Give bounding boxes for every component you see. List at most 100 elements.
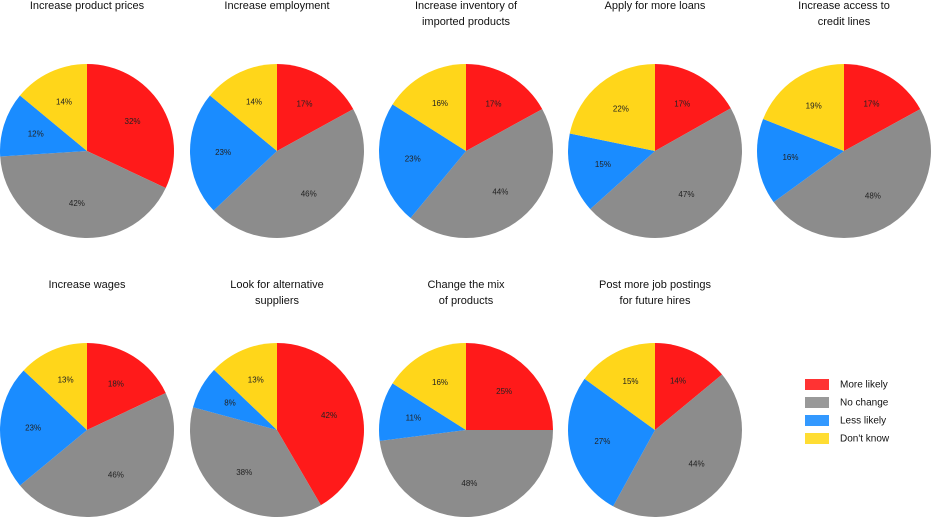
pie-slice-more-likely xyxy=(277,64,354,151)
pie-title-line: Post more job postings xyxy=(599,279,711,291)
pie-title: Post more job postings for future hires xyxy=(599,279,711,307)
pie-data-label-less-likely: 15% xyxy=(595,160,611,169)
pie-data-label-less-likely: 11% xyxy=(406,413,421,422)
pie-slice-no-change xyxy=(0,151,166,239)
pie-2: Increase employment 17% 46% 23% 14% xyxy=(189,0,364,238)
pie-data-label-more-likely: 14% xyxy=(670,376,686,385)
pie-slice-less-likely xyxy=(379,383,466,441)
pie-5: Increase access to credit lines 17% 48% 16% 1… xyxy=(756,0,932,239)
pie-slice-more-likely xyxy=(844,64,921,151)
pie-data-label-more-likely: 42% xyxy=(321,411,337,420)
pie-1: Increase product prices 32% 42% 12% 14% xyxy=(0,0,174,239)
pie-slice-dont-know xyxy=(19,64,87,151)
pie-slice-less-likely xyxy=(379,104,466,219)
pie-title-line: Increase employment xyxy=(224,0,329,12)
pie-data-label-no-change: 47% xyxy=(678,190,694,199)
pie-data-label-less-likely: 16% xyxy=(782,153,798,162)
pie-slice-no-change xyxy=(19,392,175,518)
legend: More likely No change Less likely Don't … xyxy=(805,379,890,445)
pie-slice-more-likely xyxy=(466,64,543,151)
pie-slice-less-likely xyxy=(568,133,655,210)
pie-7: Look for alternative suppliers 42% 38% 8% 13% xyxy=(190,279,364,517)
pie-data-label-more-likely: 18% xyxy=(108,380,124,389)
pie-slice-more-likely xyxy=(87,343,166,430)
pie-title: Increase inventory of imported products xyxy=(415,0,518,28)
pie-slice-more-likely xyxy=(277,343,364,506)
pie-slice-less-likely xyxy=(756,118,844,203)
pie-data-label-less-likely: 8% xyxy=(224,399,236,408)
pie-data-label-less-likely: 23% xyxy=(215,148,231,157)
pie-slice-more-likely xyxy=(655,64,731,151)
pie-slice-no-change xyxy=(379,430,553,517)
pie-title-line: Increase inventory of xyxy=(415,0,518,12)
pie-title: Look for alternative suppliers xyxy=(230,279,324,307)
pie-slice-more-likely xyxy=(466,343,553,430)
legend-swatch-no-change xyxy=(805,397,829,408)
pie-data-label-less-likely: 12% xyxy=(28,129,44,138)
pie-9: Post more job postings for future hires 14… xyxy=(568,279,742,517)
pie-title-line: Increase product prices xyxy=(30,0,145,12)
pie-slice-dont-know xyxy=(584,343,655,430)
pie-slice-no-change xyxy=(613,374,742,517)
legend-label-less-likely: Less likely xyxy=(840,416,886,427)
legend-swatch-less-likely xyxy=(805,415,829,426)
pie-3: Increase inventory of imported products 17… xyxy=(379,0,554,239)
pie-title-line: Increase wages xyxy=(48,279,126,291)
pie-slice-dont-know xyxy=(392,64,466,151)
pie-title-line: Increase access to xyxy=(798,0,890,12)
pie-slice-more-likely xyxy=(87,64,174,189)
pie-title: Increase wages xyxy=(48,279,126,291)
pie-slice-no-change xyxy=(213,109,364,238)
pie-data-label-no-change: 42% xyxy=(69,199,85,208)
legend-swatch-dont-know xyxy=(805,433,829,444)
pie-title: Increase access to credit lines xyxy=(798,0,890,28)
pie-data-label-more-likely: 25% xyxy=(496,387,512,396)
pie-title: Increase product prices xyxy=(30,0,145,12)
pie-data-label-more-likely: 32% xyxy=(125,117,141,126)
pie-data-label-less-likely: 27% xyxy=(594,437,610,446)
pie-title-line: credit lines xyxy=(818,16,871,28)
pie-slice-more-likely xyxy=(655,343,723,430)
pie-data-label-less-likely: 23% xyxy=(405,155,421,164)
pie-slice-less-likely xyxy=(568,378,655,507)
pie-slice-dont-know xyxy=(763,64,844,151)
pie-data-label-dont-know: 14% xyxy=(56,97,72,106)
pie-slice-dont-know xyxy=(209,64,277,151)
pie-4: Apply for more loans 17% 47% 15% 22% xyxy=(568,0,742,239)
pie-data-label-no-change: 44% xyxy=(492,188,508,197)
pie-title-line: imported products xyxy=(422,16,511,28)
pie-slice-no-change xyxy=(773,109,932,239)
pie-data-label-dont-know: 14% xyxy=(246,97,262,106)
pie-title-line: Look for alternative xyxy=(230,279,324,291)
pie-data-label-dont-know: 16% xyxy=(432,378,448,387)
pie-6: Increase wages 18% 46% 23% 13% xyxy=(0,279,175,518)
pie-slice-less-likely xyxy=(189,95,277,211)
pie-slice-less-likely xyxy=(0,95,88,157)
pie-data-label-dont-know: 19% xyxy=(806,101,822,110)
legend-label-no-change: No change xyxy=(840,398,889,409)
pie-title: Increase employment xyxy=(224,0,329,12)
pie-title: Change the mix of products xyxy=(427,279,505,307)
pie-title-line: Apply for more loans xyxy=(605,0,706,12)
pie-8: Change the mix of products 25% 48% 11% 16% xyxy=(379,279,553,517)
pie-title: Apply for more loans xyxy=(605,0,706,12)
pie-data-label-no-change: 48% xyxy=(461,479,477,488)
pie-data-label-dont-know: 13% xyxy=(58,376,74,385)
pie-slice-less-likely xyxy=(0,370,88,486)
pie-data-label-no-change: 48% xyxy=(865,192,881,201)
pie-data-label-more-likely: 17% xyxy=(296,100,312,109)
pie-title-line: Change the mix xyxy=(427,279,505,291)
legend-label-dont-know: Don't know xyxy=(840,434,890,445)
pie-data-label-dont-know: 15% xyxy=(623,377,639,386)
pie-slice-no-change xyxy=(190,407,321,517)
legend-label-more-likely: More likely xyxy=(840,380,888,391)
pie-slice-dont-know xyxy=(569,64,655,151)
pie-slice-dont-know xyxy=(392,343,466,430)
pie-data-label-more-likely: 17% xyxy=(674,100,690,109)
pie-data-label-more-likely: 17% xyxy=(863,100,879,109)
pie-data-label-no-change: 46% xyxy=(108,471,124,480)
pie-slice-dont-know xyxy=(23,343,88,430)
legend-swatch-more-likely xyxy=(805,379,829,390)
pie-data-label-dont-know: 22% xyxy=(613,104,629,113)
pie-slice-dont-know xyxy=(214,343,277,430)
